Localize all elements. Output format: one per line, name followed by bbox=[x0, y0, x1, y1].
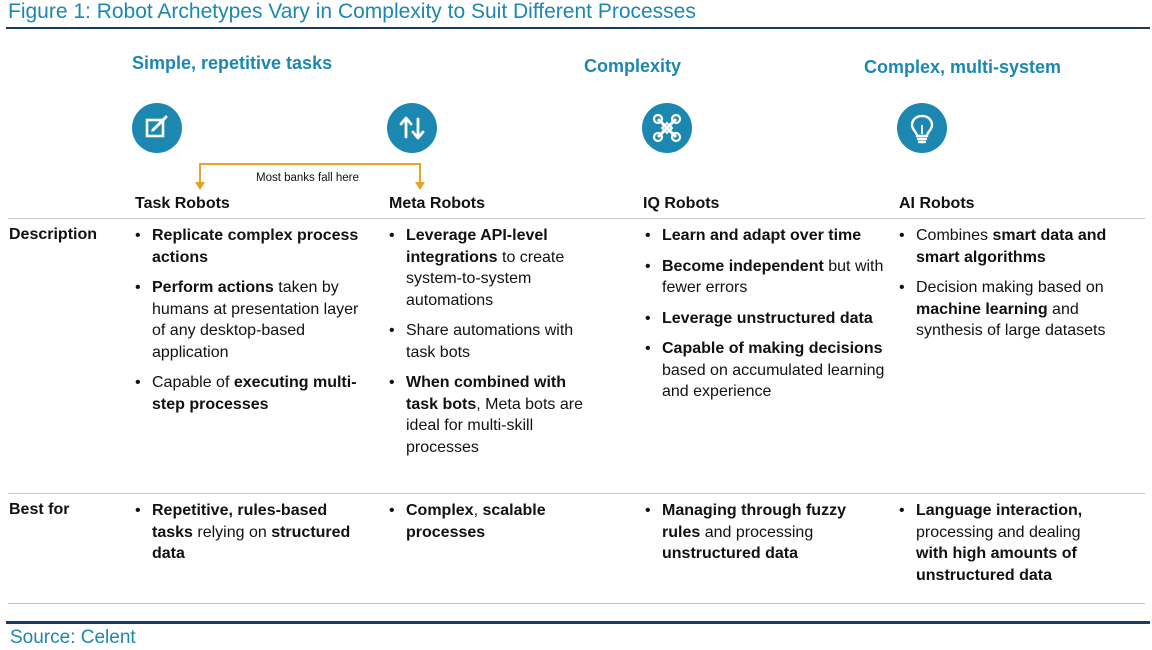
bullet-item: Combines smart data and smart algorithms bbox=[899, 225, 1109, 268]
bottom-rule bbox=[6, 621, 1150, 624]
bullet-item: Learn and adapt over time bbox=[645, 225, 885, 247]
network-icon bbox=[642, 103, 692, 153]
bullet-item: Become independent but with fewer errors bbox=[645, 256, 885, 299]
bullet-item: Replicate complex process actions bbox=[135, 225, 370, 268]
bullet-item: Repetitive, rules-based tasks relying on… bbox=[135, 500, 365, 565]
bullet-item: Managing through fuzzy rules and process… bbox=[645, 500, 880, 565]
bullet-item: Share automations with task bots bbox=[389, 320, 599, 363]
column-header-task-robots: Task Robots bbox=[135, 195, 230, 212]
bullet-item: Capable of making decisions based on acc… bbox=[645, 338, 885, 403]
description-iq-robots: Learn and adapt over time Become independ… bbox=[645, 225, 885, 412]
bullet-item: Leverage unstructured data bbox=[645, 308, 885, 330]
bullet-item: Leverage API-level integrations to creat… bbox=[389, 225, 599, 311]
description-task-robots: Replicate complex process actions Perform… bbox=[135, 225, 370, 424]
bullet-item: Decision making based on machine learnin… bbox=[899, 277, 1109, 342]
row-label-description: Description bbox=[9, 226, 98, 243]
column-header-iq-robots: IQ Robots bbox=[643, 195, 720, 212]
column-header-ai-robots: AI Robots bbox=[899, 195, 975, 212]
arrows-up-down-icon bbox=[387, 103, 437, 153]
top-rule bbox=[6, 27, 1150, 29]
bullet-item: Perform actions taken by humans at prese… bbox=[135, 277, 370, 363]
row-divider bbox=[8, 493, 1145, 494]
category-complex-multi-system: Complex, multi-system bbox=[864, 57, 1062, 77]
description-meta-robots: Leverage API-level integrations to creat… bbox=[389, 225, 599, 467]
bracket-connector bbox=[195, 163, 425, 190]
bracket-note: Most banks fall here bbox=[256, 172, 359, 184]
category-complexity: Complexity bbox=[584, 56, 682, 76]
lightbulb-icon bbox=[897, 103, 947, 153]
best-for-iq-robots: Managing through fuzzy rules and process… bbox=[645, 500, 880, 574]
category-simple-tasks: Simple, repetitive tasks bbox=[132, 53, 333, 73]
bullet-item: When combined with task bots, Meta bots … bbox=[389, 372, 599, 458]
best-for-ai-robots: Language interaction, processing and dea… bbox=[899, 500, 1109, 595]
edit-icon bbox=[132, 103, 182, 153]
table-bottom-divider bbox=[8, 603, 1145, 604]
row-label-best-for: Best for bbox=[9, 501, 70, 518]
bullet-item: Capable of executing multi-step processe… bbox=[135, 372, 370, 415]
header-divider bbox=[8, 218, 1145, 219]
figure-title: Figure 1: Robot Archetypes Vary in Compl… bbox=[8, 0, 696, 23]
best-for-meta-robots: Complex, scalable processes bbox=[389, 500, 599, 552]
description-ai-robots: Combines smart data and smart algorithms… bbox=[899, 225, 1109, 351]
column-header-meta-robots: Meta Robots bbox=[389, 195, 485, 212]
bullet-item: Complex, scalable processes bbox=[389, 500, 599, 543]
best-for-task-robots: Repetitive, rules-based tasks relying on… bbox=[135, 500, 365, 574]
source-note: Source: Celent bbox=[10, 627, 136, 648]
bullet-item: Language interaction, processing and dea… bbox=[899, 500, 1109, 586]
